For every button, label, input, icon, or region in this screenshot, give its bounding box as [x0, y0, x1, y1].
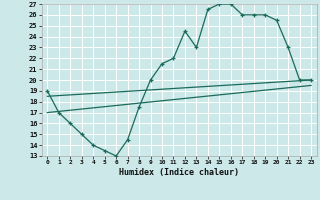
X-axis label: Humidex (Indice chaleur): Humidex (Indice chaleur): [119, 168, 239, 177]
